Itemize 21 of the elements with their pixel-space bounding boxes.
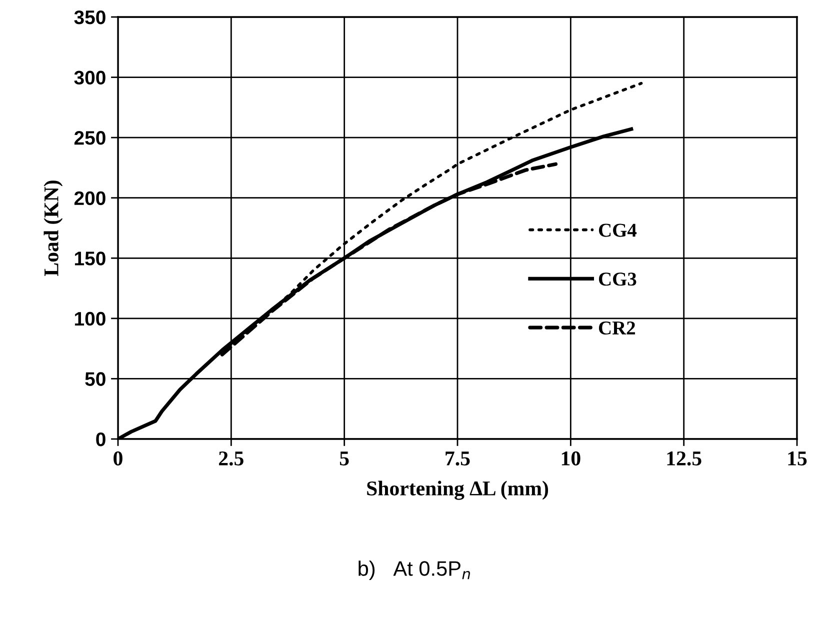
- y-tick-label: 50: [85, 372, 106, 386]
- y-tick-label: 300: [74, 70, 106, 85]
- x-tick-label: 5: [340, 452, 349, 466]
- x-tick-label: 0: [114, 451, 122, 466]
- text: b) At 0.5P$_{n}$: [358, 560, 470, 580]
- legend-label: CR2: [598, 321, 635, 335]
- y-tick-label: 350: [74, 10, 106, 24]
- x-tick-label: 7.5: [446, 452, 470, 466]
- y-tick-label: 100: [74, 312, 106, 326]
- x-tick-label: 12.5: [667, 451, 702, 466]
- x-tick-label: 15: [788, 452, 807, 466]
- y-axis-title: Load (KN): [44, 180, 63, 276]
- legend-label: CG4: [598, 224, 637, 237]
- y-tick-label: 0: [96, 432, 106, 446]
- x-tick-label: 2.5: [219, 451, 244, 466]
- x-tick-label: 10: [562, 451, 580, 466]
- y-tick-label: 250: [74, 131, 106, 145]
- y-tick-label: 150: [74, 252, 106, 266]
- legend-label: CG3: [598, 272, 636, 286]
- y-tick-label: 200: [74, 191, 106, 206]
- x-axis-title: Shortening ∆L (mm): [367, 480, 548, 500]
